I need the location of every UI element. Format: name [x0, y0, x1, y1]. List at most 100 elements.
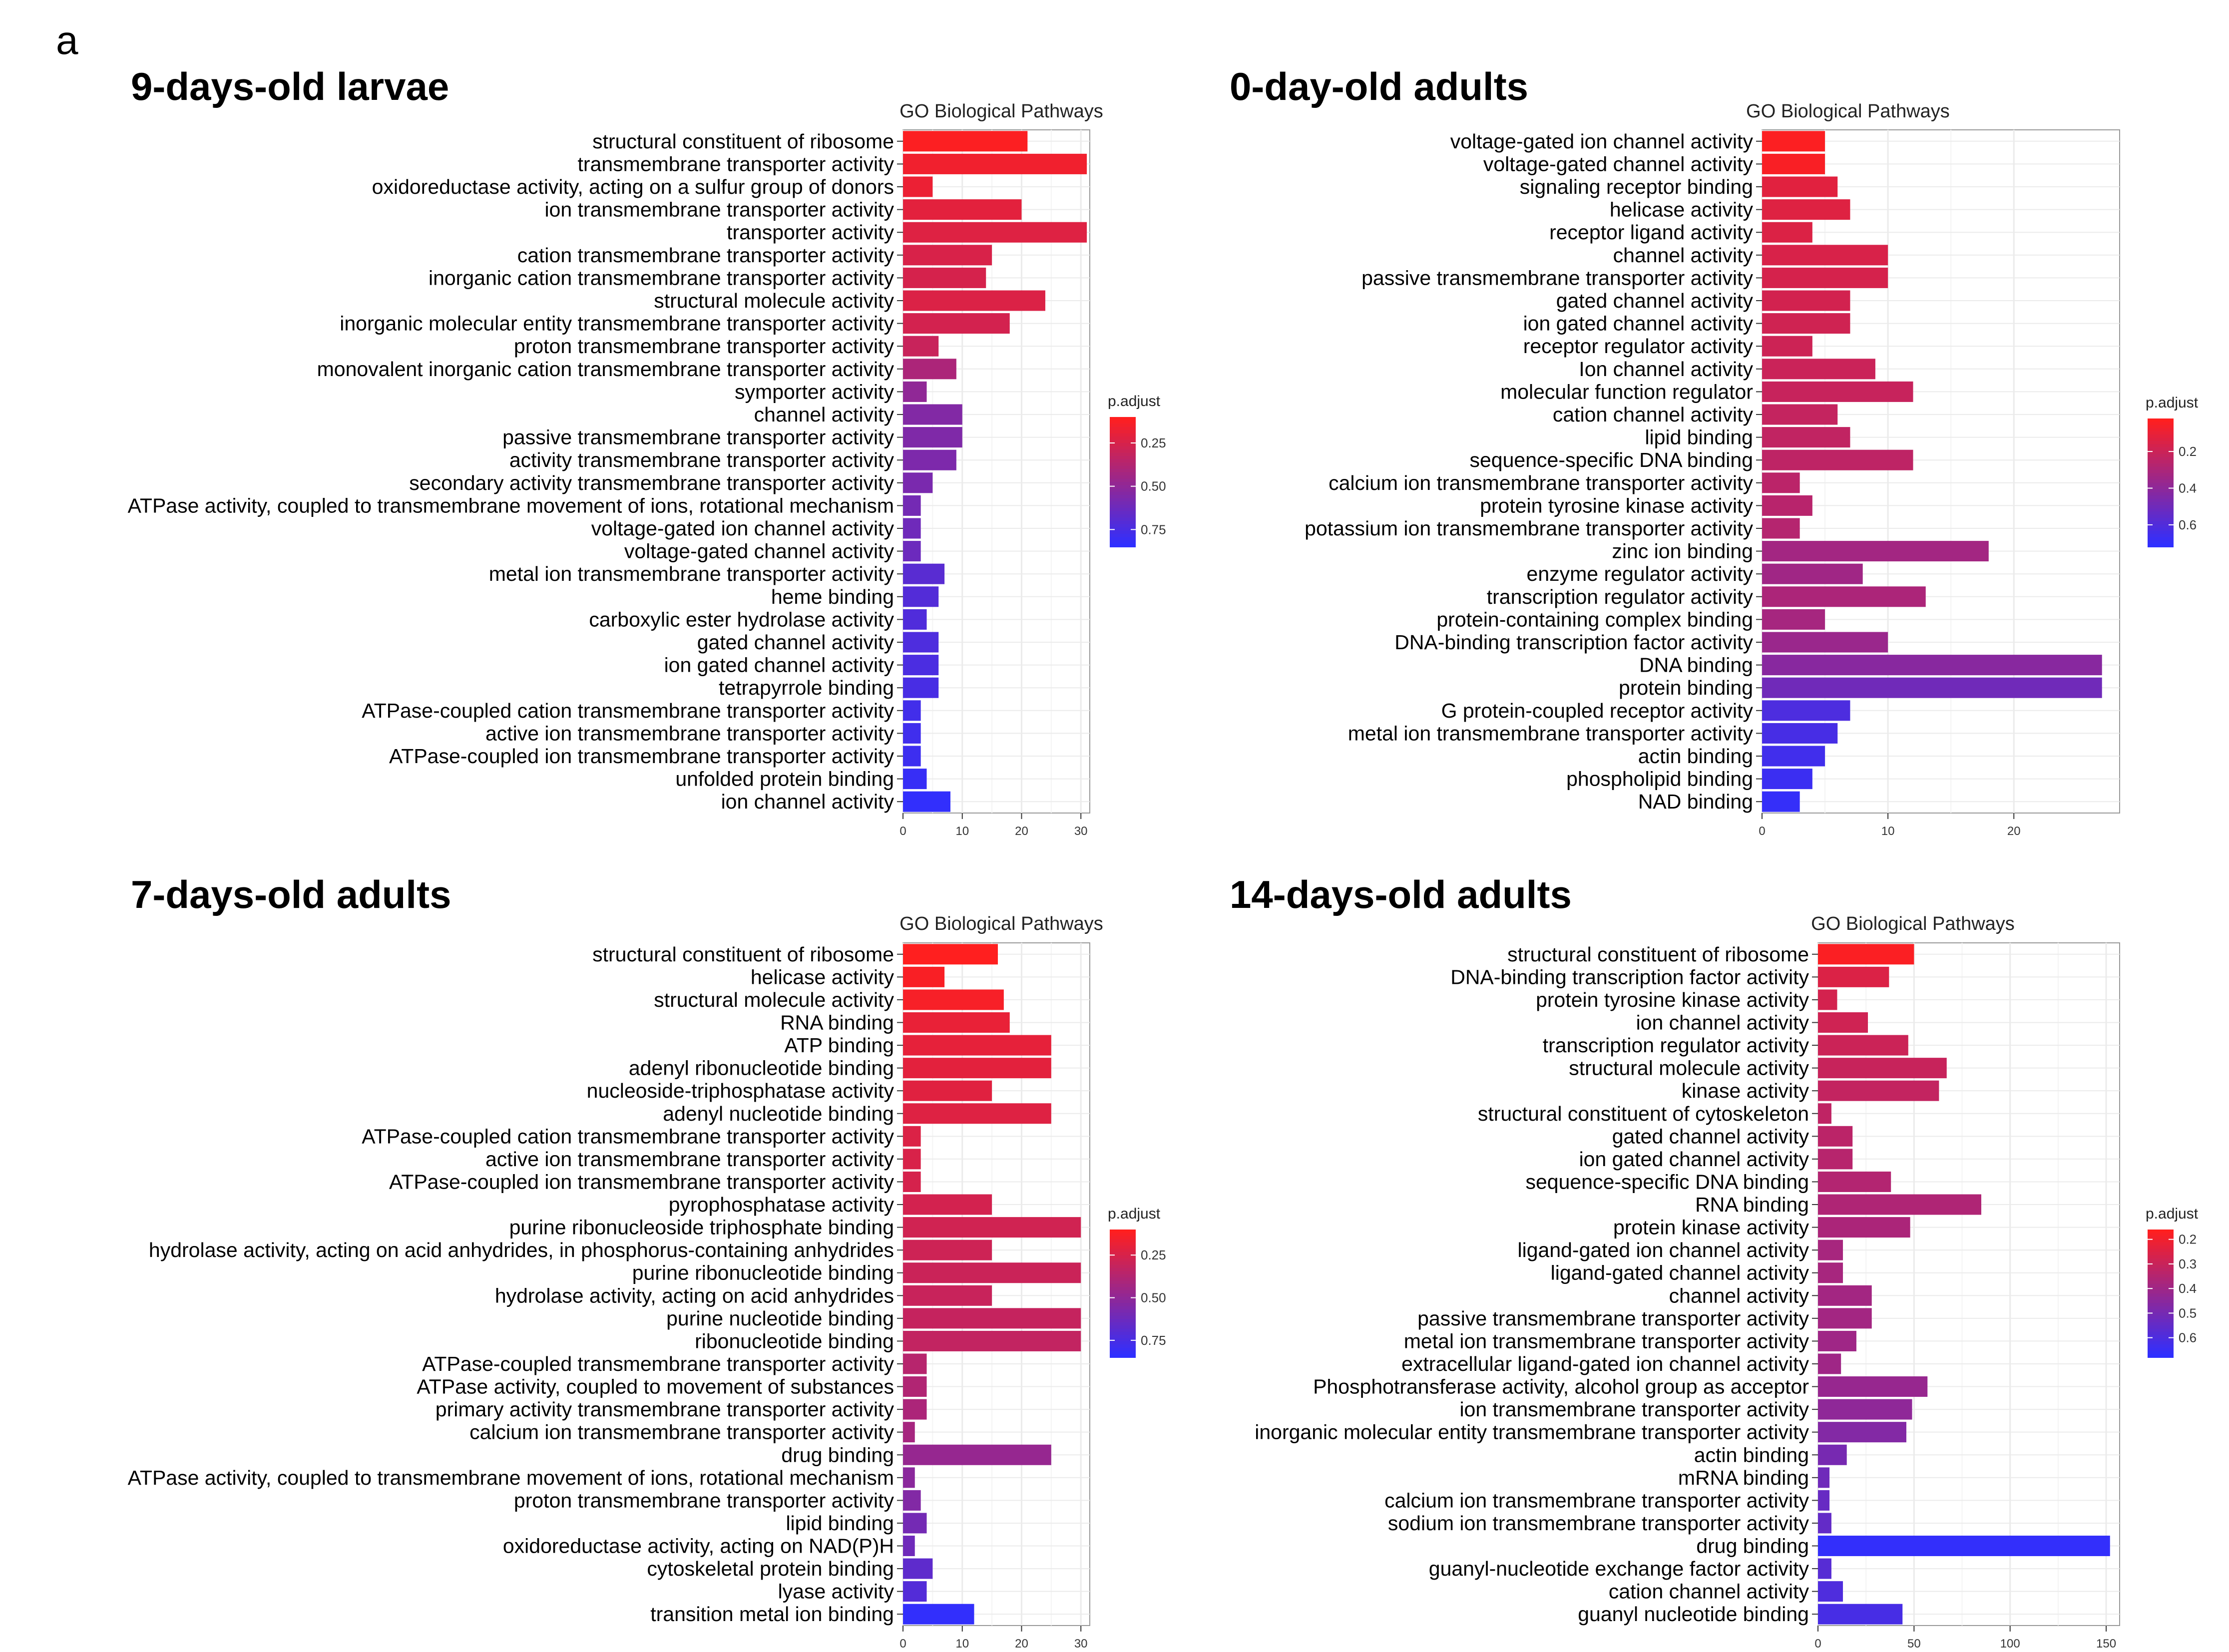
category-label: NAD binding [1638, 790, 1753, 813]
legend-colorbar-segment [2148, 1242, 2174, 1246]
legend-colorbar-segment [1110, 1242, 1136, 1246]
bar [1818, 1353, 1841, 1374]
legend-colorbar-segment [1110, 430, 1136, 434]
legend-colorbar-segment [1110, 469, 1136, 473]
legend-colorbar-segment [2148, 527, 2174, 531]
bar [903, 632, 939, 653]
category-label: ATPase-coupled ion transmembrane transpo… [389, 745, 894, 768]
category-label: lipid binding [786, 1512, 894, 1535]
bar [1762, 586, 1926, 607]
x-tick-label: 150 [2096, 1637, 2116, 1650]
bar [903, 1012, 1010, 1033]
legend-colorbar-segment [1110, 488, 1136, 492]
bar [903, 1513, 927, 1534]
bar [903, 1080, 992, 1101]
legend-tick-label: 0.6 [2179, 517, 2197, 532]
category-label: ATPase activity, coupled to movement of … [417, 1375, 894, 1398]
bar [1818, 1444, 1847, 1465]
bar [1818, 1490, 1830, 1511]
legend-colorbar-segment [2148, 543, 2174, 547]
bar [1818, 1058, 1947, 1079]
category-label: phospholipid binding [1566, 768, 1753, 791]
legend-colorbar-segment [1110, 433, 1136, 437]
legend-colorbar-segment [2148, 428, 2174, 432]
bar [1818, 1126, 1853, 1147]
bar [903, 1149, 921, 1170]
category-label: signaling receptor binding [1520, 175, 1753, 198]
category-label: Phosphotransferase activity, alcohol gro… [1313, 1375, 1809, 1398]
category-label: helicase activity [751, 965, 894, 988]
legend-colorbar-segment [2148, 511, 2174, 515]
category-label: transporter activity [727, 221, 894, 244]
category-label: ATPase-coupled ion transmembrane transpo… [389, 1170, 894, 1193]
legend-colorbar-segment [2148, 1319, 2174, 1323]
legend-colorbar-segment [2148, 1322, 2174, 1326]
category-label: gated channel activity [697, 631, 894, 654]
category-label: cation channel activity [1553, 403, 1754, 426]
legend-colorbar-segment [1110, 1331, 1136, 1336]
category-label: DNA-binding transcription factor activit… [1450, 965, 1809, 988]
bar [903, 1422, 915, 1443]
bar [903, 222, 1087, 243]
category-label: sodium ion transmembrane transporter act… [1388, 1512, 1809, 1535]
legend-colorbar-segment [1110, 452, 1136, 456]
legend-tick-label: 0.50 [1141, 1290, 1166, 1305]
category-label: monovalent inorganic cation transmembran… [317, 358, 894, 381]
category-label: hydrolase activity, acting on acid anhyd… [495, 1284, 894, 1307]
legend-title: p.adjust [1108, 393, 1161, 410]
category-label: purine ribonucleoside triphosphate bindi… [509, 1216, 894, 1239]
category-label: sequence-specific DNA binding [1470, 448, 1754, 471]
plot-panel [1762, 129, 2120, 814]
legend-colorbar-segment [1110, 462, 1136, 466]
legend-colorbar-segment [2148, 1264, 2174, 1268]
chart-title: GO Biological Pathways [899, 913, 1103, 934]
x-tick-label: 10 [1881, 825, 1895, 838]
category-label: calcium ion transmembrane transporter ac… [469, 1421, 894, 1444]
x-tick-label: 50 [1907, 1637, 1921, 1650]
legend-colorbar-segment [1110, 1309, 1136, 1313]
legend-colorbar-segment [1110, 1245, 1136, 1249]
legend-colorbar-segment [2148, 444, 2174, 448]
legend-colorbar-segment [2148, 457, 2174, 461]
legend-colorbar-segment [2148, 521, 2174, 525]
bar [1762, 313, 1850, 334]
legend-colorbar-segment [1110, 540, 1136, 544]
bar [1818, 1035, 1908, 1056]
legend-colorbar-segment [2148, 482, 2174, 486]
plot-panel [1817, 942, 2120, 1626]
bar [903, 1536, 915, 1557]
bar [903, 677, 939, 698]
legend-colorbar-segment [1110, 485, 1136, 489]
bar [903, 495, 921, 516]
legend-colorbar-segment [1110, 443, 1136, 447]
bar [903, 359, 956, 380]
legend-colorbar-segment [1110, 417, 1136, 421]
legend-colorbar-segment [2148, 440, 2174, 445]
legend-tick-label: 0.2 [2179, 1232, 2197, 1247]
category-label: DNA binding [1639, 654, 1753, 677]
legend-colorbar-segment [1110, 482, 1136, 486]
bar [903, 131, 1028, 152]
bar [903, 1444, 1051, 1465]
legend-colorbar-segment [2148, 1274, 2174, 1278]
legend-colorbar-segment [2148, 434, 2174, 438]
legend-colorbar-segment [2148, 495, 2174, 499]
legend-colorbar-segment [1110, 1230, 1136, 1234]
category-label: gated channel activity [1612, 1125, 1809, 1148]
legend-colorbar-segment [2148, 1315, 2174, 1320]
x-tick-label: 100 [2000, 1637, 2020, 1650]
legend-colorbar-segment [1110, 501, 1136, 505]
bar [1762, 746, 1825, 767]
legend-colorbar-segment [2148, 1287, 2174, 1291]
bar [903, 153, 1087, 174]
legend-colorbar-segment [1110, 465, 1136, 469]
category-label: passive transmembrane transporter activi… [1361, 266, 1753, 289]
legend-colorbar-segment [2148, 1283, 2174, 1288]
legend-colorbar-segment [1110, 1328, 1136, 1332]
legend-colorbar-segment [1110, 1344, 1136, 1348]
panel-4: 14-days-old adults GO Biological Pathways… [1230, 872, 2199, 1651]
category-label: protein-containing complex binding [1436, 608, 1753, 631]
legend-colorbar-segment [1110, 521, 1136, 525]
bar [1762, 472, 1800, 493]
